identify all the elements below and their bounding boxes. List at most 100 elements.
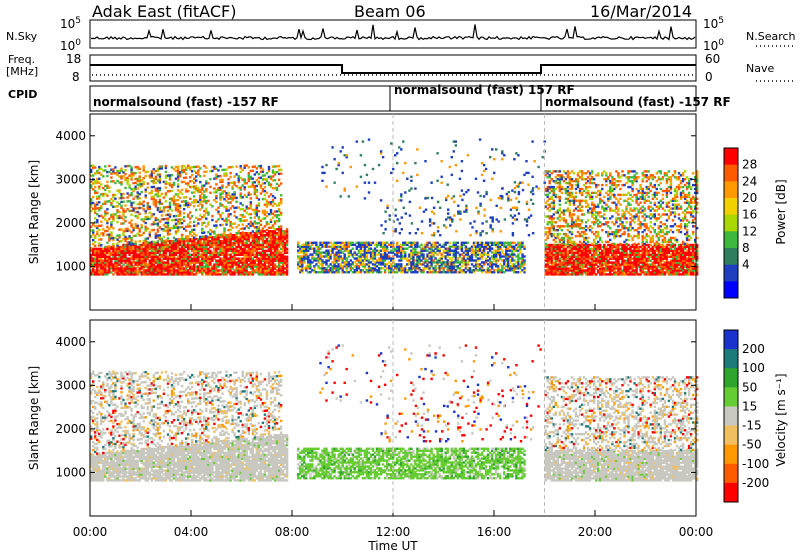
heatmap-cell <box>275 232 279 235</box>
heatmap-cell <box>339 245 342 248</box>
heatmap-cell <box>275 249 279 253</box>
heatmap-cell <box>584 269 588 272</box>
heatmap-cell <box>588 273 592 276</box>
noise-left-bottom: 100 <box>60 38 82 53</box>
heatmap-cell <box>607 249 610 253</box>
heatmap-cell <box>443 224 446 227</box>
heatmap-cell <box>394 228 397 231</box>
heatmap-cell <box>603 259 606 262</box>
heatmap-cell <box>301 263 304 266</box>
heatmap-cell <box>245 245 248 249</box>
heatmap-cell <box>215 259 218 262</box>
heatmap-cell <box>414 259 417 262</box>
heatmap-cell <box>263 273 267 276</box>
heatmap-cell <box>269 271 273 274</box>
heatmap-cell <box>271 265 275 268</box>
heatmap-cell <box>122 253 125 256</box>
heatmap-cell <box>152 185 155 189</box>
heatmap-cell <box>94 166 97 169</box>
heatmap-cell <box>191 245 194 249</box>
heatmap-cell <box>251 273 254 276</box>
heatmap-cell <box>219 273 222 276</box>
heatmap-cell <box>233 269 236 272</box>
heatmap-cell <box>325 271 328 274</box>
heatmap-cell <box>454 245 457 248</box>
heatmap-cell <box>474 265 478 268</box>
heatmap-cell <box>486 271 490 274</box>
heatmap-cell <box>474 259 478 262</box>
heatmap-cell <box>271 212 275 215</box>
heatmap-cell <box>213 267 216 270</box>
heatmap-cell <box>261 237 265 241</box>
heatmap-cell <box>603 255 606 258</box>
heatmap-cell <box>263 267 267 270</box>
heatmap-cell <box>480 245 484 248</box>
heatmap-cell <box>237 269 240 272</box>
heatmap-cell <box>450 257 453 260</box>
heatmap-cell <box>416 228 420 231</box>
heatmap-cell <box>227 259 230 262</box>
heatmap-cell <box>122 263 125 266</box>
heatmap-cell <box>197 255 200 258</box>
heatmap-cell <box>327 265 330 268</box>
heatmap-cell <box>269 241 273 245</box>
heatmap-cell <box>160 247 164 251</box>
heatmap-cell <box>591 271 594 274</box>
heatmap-cell <box>219 259 222 262</box>
heatmap-cell <box>398 269 401 272</box>
heatmap-cell <box>150 213 153 216</box>
heatmap-cell <box>182 208 186 211</box>
heatmap-cell <box>124 259 127 262</box>
heatmap-cell <box>134 211 137 214</box>
heatmap-cell <box>106 194 109 197</box>
heatmap-cell <box>229 267 232 270</box>
heatmap-cell <box>229 255 232 258</box>
heatmap-cell <box>452 249 455 252</box>
heatmap-cell <box>271 194 275 198</box>
heatmap-cell <box>347 251 350 254</box>
heatmap-cell <box>307 259 310 262</box>
heatmap-cell <box>279 243 283 247</box>
heatmap-cell <box>311 269 314 272</box>
power-cells <box>90 138 699 276</box>
heatmap-cell <box>164 186 168 189</box>
heatmap-cell <box>414 241 417 244</box>
heatmap-cell <box>511 234 515 237</box>
heatmap-cell <box>279 194 283 197</box>
heatmap-cell <box>233 247 236 251</box>
heatmap-cell <box>148 176 151 179</box>
heatmap-cell <box>98 271 101 274</box>
heatmap-cell <box>114 181 117 185</box>
heatmap-cell <box>120 245 123 249</box>
heatmap-cell <box>96 251 99 254</box>
mhz-label: [MHz] <box>6 65 39 78</box>
heatmap-cell <box>269 183 273 186</box>
heatmap-cell <box>489 257 492 260</box>
heatmap-cell <box>582 269 586 272</box>
heatmap-cell <box>207 265 210 268</box>
heatmap-cell <box>146 170 149 173</box>
heatmap-cell <box>90 205 93 209</box>
heatmap-cell <box>229 222 232 226</box>
heatmap-cell <box>166 263 170 266</box>
heatmap-cell <box>426 245 429 248</box>
heatmap-cell <box>233 175 236 178</box>
heatmap-cell <box>239 236 242 239</box>
heatmap-cell <box>515 255 518 258</box>
heatmap-cell <box>110 223 113 226</box>
heatmap-cell <box>124 269 127 272</box>
heatmap-cell <box>193 265 196 268</box>
heatmap-cell <box>257 198 261 201</box>
heatmap-cell <box>323 243 326 246</box>
heatmap-cell <box>130 240 133 244</box>
heatmap-cell <box>327 269 330 272</box>
heatmap-cell <box>110 231 113 234</box>
heatmap-cell <box>307 265 310 268</box>
heatmap-cell <box>197 171 200 174</box>
heatmap-cell <box>271 247 275 251</box>
heatmap-cell <box>106 180 109 184</box>
heatmap-cell <box>432 253 435 256</box>
heatmap-cell <box>261 265 265 268</box>
heatmap-cell <box>335 245 338 248</box>
heatmap-cell <box>156 193 160 196</box>
